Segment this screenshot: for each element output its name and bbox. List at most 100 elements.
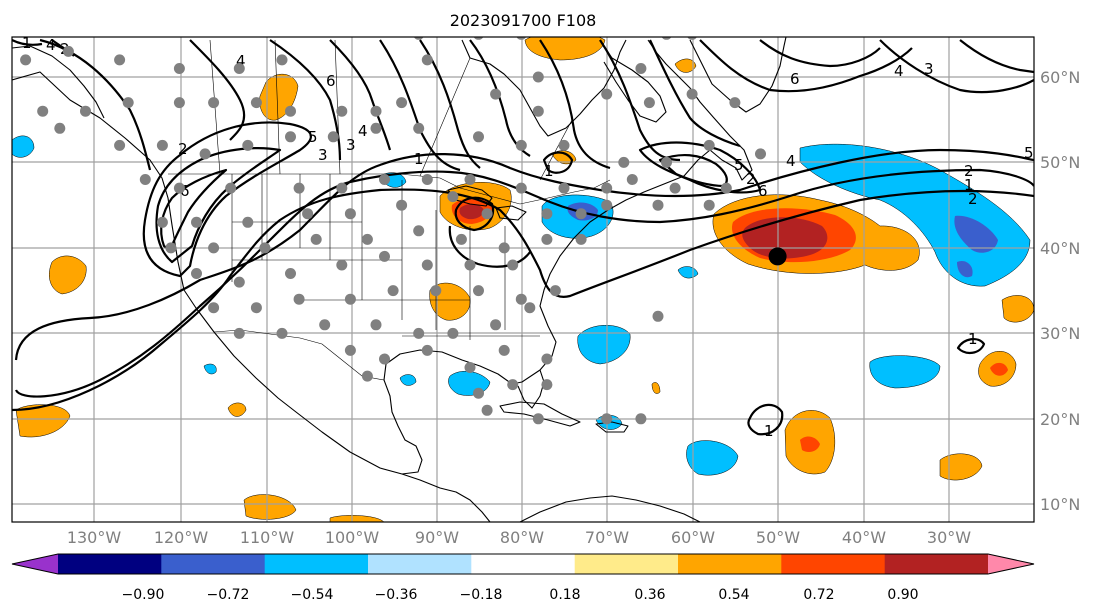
station-dot [541,353,553,365]
station-dot [532,413,544,425]
station-dot [549,285,561,297]
south-america-coast [519,495,701,522]
station-dot [276,54,288,66]
station-dot [20,54,32,66]
station-dot [669,182,681,194]
contour-line [160,168,228,252]
station-dot [421,174,433,185]
greenland-coast [689,37,787,113]
station-dot [661,156,672,168]
station-dot [156,139,168,151]
station-dot [601,199,613,211]
station-dot [361,233,373,245]
station-dot [720,182,732,194]
lon-label: 60°W [671,528,715,547]
lon-label: 70°W [585,528,629,547]
station-dot [302,208,314,220]
contour-line [542,151,574,174]
contour-label: 1 [968,330,978,348]
contour-label: 1 [764,422,774,440]
contour-label: 1 [414,150,424,168]
colorbar-segment [988,554,1034,574]
anomaly-region-islands [651,382,661,394]
station-dot [327,131,339,143]
colorbar-label: 0.54 [718,587,749,603]
anomaly-region-great-lakes-max [459,204,484,220]
station-dot [507,379,519,391]
lat-label: 60°N [1040,68,1080,87]
station-dot [122,97,134,109]
station-dot [481,404,493,416]
station-dot [421,259,433,271]
station-dot [481,208,493,220]
station-dot [601,88,613,100]
anomaly-region-south4 [399,374,417,386]
contour-label: 6 [180,182,190,200]
feature-center-marker [768,247,787,266]
cuba-coast [499,401,581,427]
anomaly-region-tropics-east [939,453,983,481]
colorbar-segment [678,554,782,574]
lon-label: 30°W [927,528,971,547]
station-dot [370,105,382,117]
station-dot [285,105,296,117]
station-dot [361,370,373,382]
contour-label: 4 [786,152,796,170]
station-dot [430,285,442,297]
longitude-labels: 130°W 120°W 110°W 100°W 90°W 80°W 70°W 6… [67,528,971,547]
station-dot [541,233,553,245]
station-dot [208,242,220,254]
station-dot [344,208,356,220]
station-dot [344,293,356,305]
colorbar-label: 0.18 [549,587,580,603]
colorbar-segment [161,554,266,574]
colorbar-outline [11,553,1035,575]
station-dot [336,259,348,271]
station-dot [490,319,502,331]
station-dot [208,302,220,314]
station-dot [233,327,245,339]
station-dot [379,353,390,365]
station-dot [515,182,527,194]
anomaly-region-north-atlantic-core [954,215,998,253]
station-dot [250,302,262,314]
colorbar-label: −0.18 [460,587,503,603]
anomaly-region-south [15,404,71,438]
contour-label: 1 [964,176,974,194]
station-dot [379,250,390,262]
lon-label: 100°W [325,528,380,547]
colorbar: −0.90 −0.72 −0.54 −0.36 −0.18 0.18 0.36 … [11,553,1035,603]
station-dot [191,216,202,228]
station-dot [532,71,544,83]
station-dot [652,199,664,211]
contour-line [699,39,913,93]
station-dot [173,182,185,194]
contour-label: 5 [734,156,744,174]
station-dot [319,319,331,331]
contour-label: 1 [544,162,554,180]
station-dot [498,344,510,356]
contour-label: 6 [790,70,800,88]
colorbar-label: 0.90 [887,587,918,603]
map-frame [11,36,1035,523]
station-dot [208,97,220,109]
colorbar-label: 0.36 [634,587,665,603]
station-dot [703,139,715,151]
colorbar-segment [781,554,886,574]
lon-label: 130°W [67,528,122,547]
anomaly-region-far-east-core [990,362,1008,376]
alaska-coast [12,45,105,119]
contour-line [142,121,312,278]
hudson-bay-coast [461,39,627,137]
station-dot [233,276,245,288]
lon-label: 90°W [415,528,459,547]
contour-line [879,39,1034,94]
graticule [12,37,1034,522]
contour-line [539,39,741,170]
station-dot [498,242,510,254]
colorbar-label: −0.36 [375,587,418,603]
anomaly-region-south2 [243,494,297,520]
colorbar-segments [11,553,1035,575]
anomaly-region-south5 [329,515,385,522]
station-dot [285,268,296,279]
